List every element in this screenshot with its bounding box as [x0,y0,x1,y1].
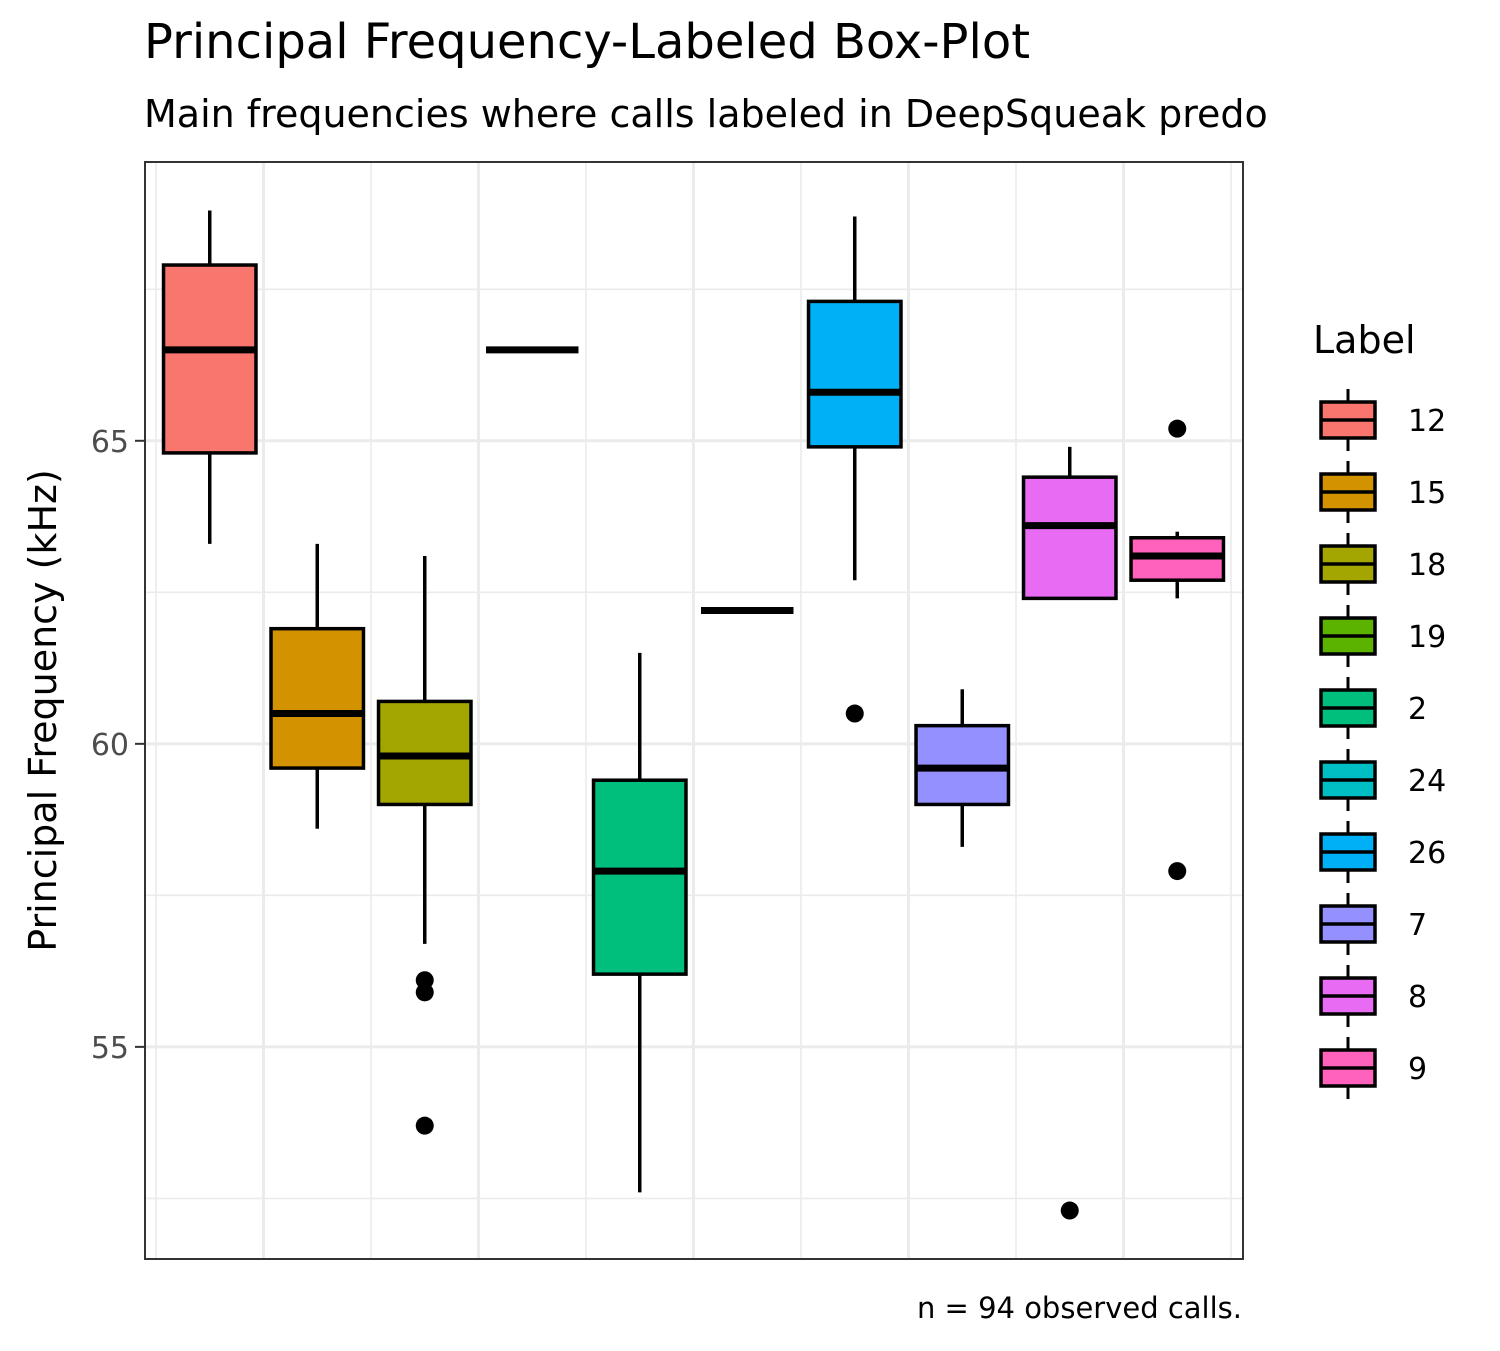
chart-title: Principal Frequency-Labeled Box-Plot [144,14,1031,70]
legend-item-24[interactable]: 24 [1319,749,1446,811]
legend-label: 26 [1408,836,1446,871]
legend-label: 8 [1408,980,1427,1015]
outlier-point [415,983,434,1002]
legend-item-2[interactable]: 2 [1319,677,1427,739]
box-12 [161,210,258,544]
chart-subtitle: Main frequencies where calls labeled in … [144,92,1268,136]
legend-label: 15 [1408,476,1446,511]
outlier-point [1168,419,1187,438]
boxes [161,210,1226,1220]
legend-label: 9 [1408,1052,1427,1087]
legend-label: 12 [1408,404,1446,439]
legend-item-9[interactable]: 9 [1319,1037,1427,1099]
box-15 [269,543,366,829]
box-26 [806,216,903,723]
box-7 [914,689,1011,847]
y-tick-label: 65 [91,425,129,460]
box-body [806,299,903,449]
box-18 [376,555,473,1135]
legend-label: 7 [1408,908,1427,943]
box-body [161,263,258,455]
y-axis-label: Principal Frequency (kHz) [21,469,65,952]
grid [145,162,1243,1259]
legend-label: 2 [1408,692,1427,727]
legend[interactable]: 12 15 18 19 2 24 26 7 8 9 [1319,389,1446,1099]
box-body [1021,475,1118,601]
legend-title: Label [1313,318,1416,362]
legend-item-15[interactable]: 15 [1319,461,1446,523]
legend-item-18[interactable]: 18 [1319,533,1446,595]
box-body [269,626,366,770]
legend-label: 19 [1408,620,1446,655]
legend-label: 24 [1408,764,1446,799]
legend-label: 18 [1408,548,1446,583]
legend-item-7[interactable]: 7 [1319,893,1427,955]
y-tick-label: 55 [91,1031,129,1066]
box-9 [1129,419,1226,881]
legend-item-19[interactable]: 19 [1319,605,1446,667]
legend-item-8[interactable]: 8 [1319,965,1427,1027]
outlier-point [1168,862,1187,881]
box-2 [591,652,688,1193]
chart-caption: n = 94 observed calls. [916,1291,1242,1325]
legend-item-26[interactable]: 26 [1319,821,1446,883]
y-axis: 55 60 65 Principal Frequency (kHz) [21,425,145,1066]
outlier-point [1060,1201,1079,1220]
y-tick-label: 60 [91,728,129,763]
outlier-point [845,704,864,723]
outlier-point [415,1116,434,1135]
box-body [591,778,688,976]
box-8 [1021,446,1118,1220]
legend-item-12[interactable]: 12 [1319,389,1446,451]
panel-border [144,161,1244,1260]
